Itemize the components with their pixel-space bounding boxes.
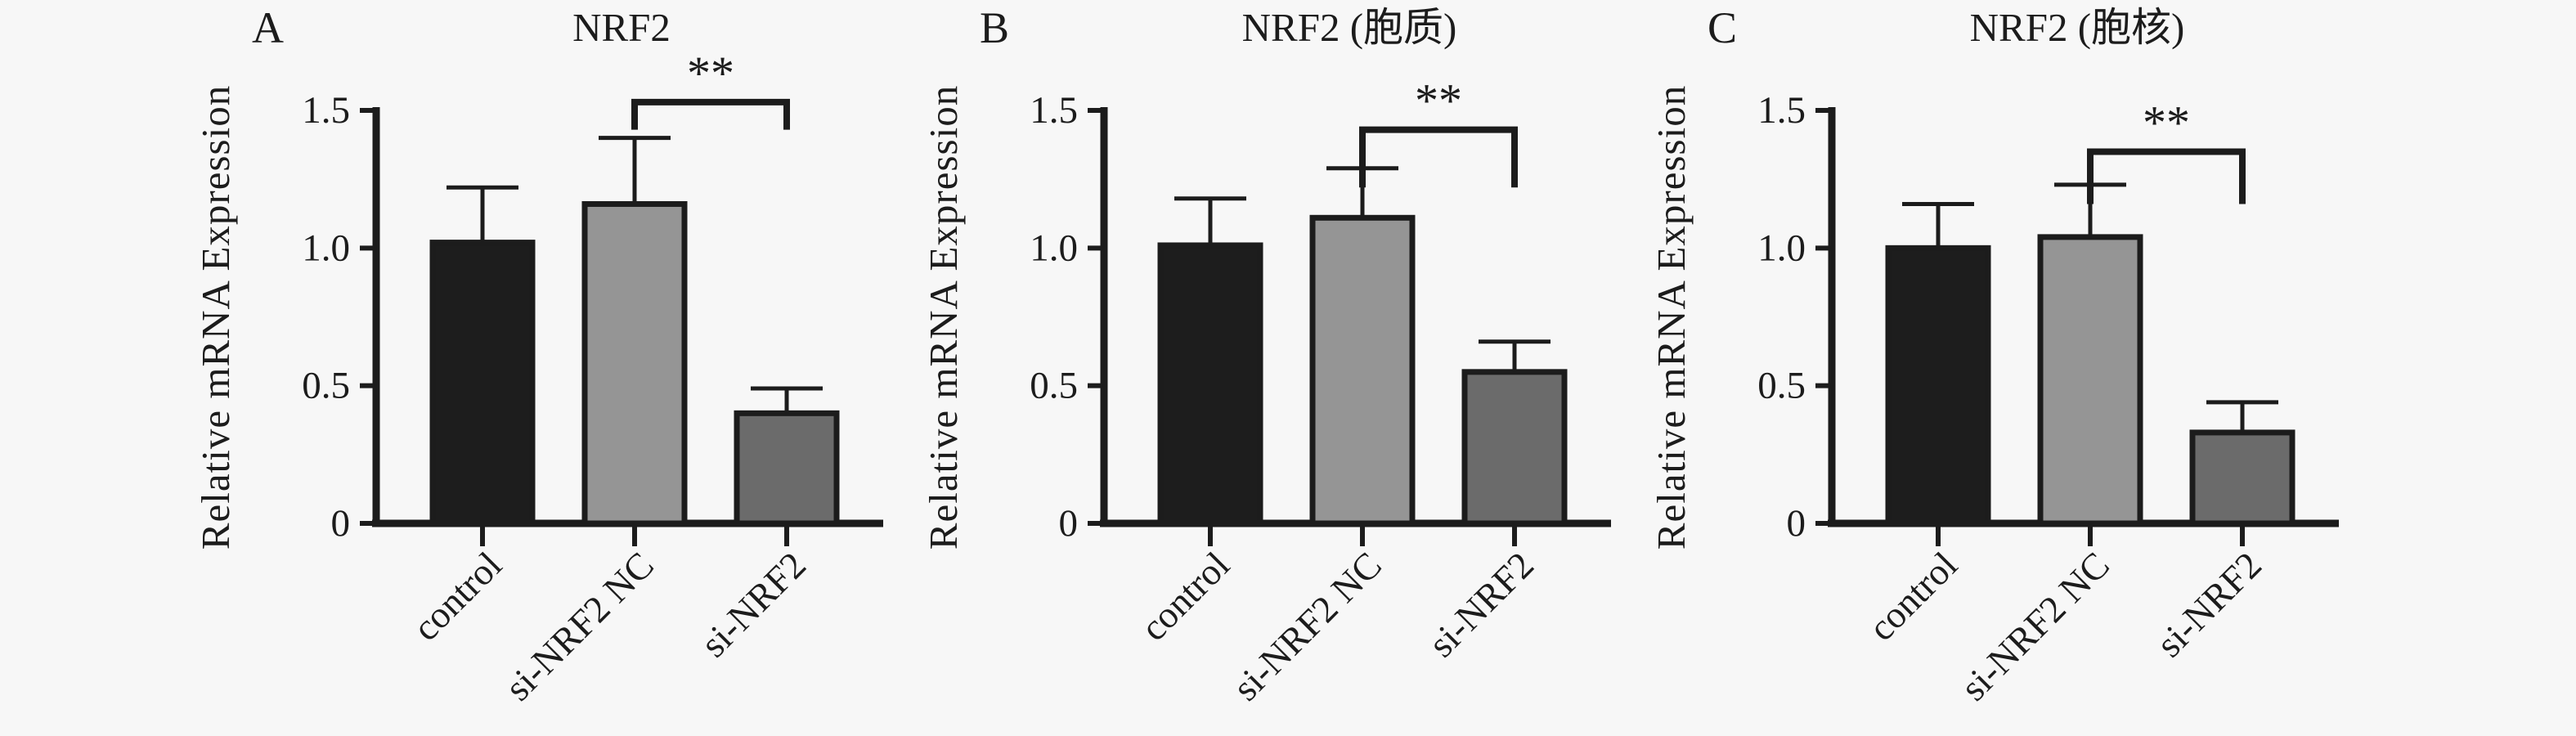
x-category-label: si-NRF2 xyxy=(693,544,814,665)
panel-A: A NRF2 Relative mRNA Expression 0 0.5 1.0 1.5 c… xyxy=(180,0,900,736)
x-category-label: si-NRF2 NC xyxy=(1225,544,1389,708)
significance-label: ** xyxy=(1415,74,1462,128)
y-axis-label: Relative mRNA Expression xyxy=(921,85,966,550)
x-category-label: control xyxy=(1860,544,1965,648)
panel-C-chart: C NRF2 (胞核) Relative mRNA Expression 0 0.5 1.… xyxy=(1649,3,2339,708)
panel-A-chart: A NRF2 Relative mRNA Expression 0 0.5 1.0 1.5 c… xyxy=(193,3,883,708)
significance-bracket xyxy=(631,98,790,130)
panel-letter: A xyxy=(252,3,284,52)
bar-control xyxy=(1157,242,1263,527)
y-tick-label: 1.0 xyxy=(302,227,350,269)
y-axis-label: Relative mRNA Expression xyxy=(1649,85,1694,550)
x-category-label: si-NRF2 NC xyxy=(1953,544,2117,708)
bar-si-NRF2 NC xyxy=(2037,234,2143,527)
significance-label: ** xyxy=(2143,96,2190,150)
y-tick-label: 0.5 xyxy=(1030,365,1078,407)
y-tick-label: 0.5 xyxy=(1757,365,1806,407)
panel-letter: C xyxy=(1708,3,1737,52)
bar-control xyxy=(1885,245,1991,527)
bar-si-NRF2 xyxy=(734,410,840,527)
y-tick-label: 1.5 xyxy=(1030,89,1078,132)
y-tick-label: 1.0 xyxy=(1030,227,1078,269)
y-tick-label: 0 xyxy=(331,502,351,545)
x-category-label: si-NRF2 xyxy=(1420,544,1542,665)
bar-si-NRF2 xyxy=(1461,369,1568,527)
panel-title: NRF2 xyxy=(572,5,671,50)
panel-C: C NRF2 (胞核) Relative mRNA Expression 0 0.5 1.… xyxy=(1636,0,2355,736)
y-tick-label: 0.5 xyxy=(302,365,350,407)
panel-title: NRF2 (胞质) xyxy=(1242,5,1457,50)
y-tick-label: 1.5 xyxy=(1757,89,1806,132)
bar-si-NRF2 NC xyxy=(581,200,688,527)
significance-label: ** xyxy=(687,47,734,100)
y-tick-label: 1.5 xyxy=(302,89,350,132)
bar-si-NRF2 NC xyxy=(1309,214,1416,527)
panel-B: B NRF2 (胞质) Relative mRNA Expression 0 0.5 1.… xyxy=(908,0,1627,736)
x-category-label: control xyxy=(405,544,509,648)
significance-bracket xyxy=(1359,126,1518,188)
panel-title: NRF2 (胞核) xyxy=(1970,5,2185,50)
y-tick-label: 0 xyxy=(1787,502,1806,545)
y-tick-label: 0 xyxy=(1059,502,1079,545)
y-tick-label: 1.0 xyxy=(1757,227,1806,269)
panel-B-chart: B NRF2 (胞质) Relative mRNA Expression 0 0.5 1.… xyxy=(921,3,1611,708)
x-category-label: control xyxy=(1133,544,1237,648)
x-category-label: si-NRF2 xyxy=(2148,544,2269,665)
y-axis-label: Relative mRNA Expression xyxy=(193,85,238,550)
bar-si-NRF2 xyxy=(2189,429,2296,527)
significance-bracket xyxy=(2087,148,2246,204)
bar-control xyxy=(429,240,536,527)
x-category-label: si-NRF2 NC xyxy=(497,544,662,708)
panel-letter: B xyxy=(980,3,1009,52)
